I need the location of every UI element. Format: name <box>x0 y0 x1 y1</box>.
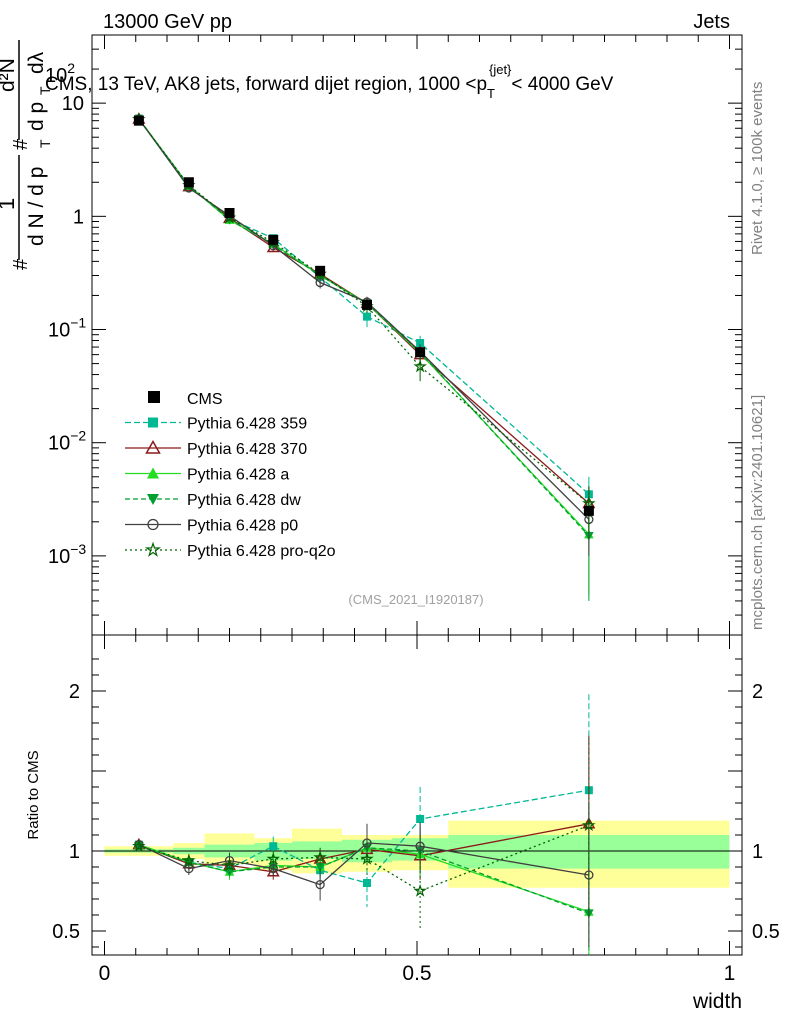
legend-marker-cms <box>148 391 160 403</box>
band-inner-4 <box>292 841 342 859</box>
legend-label-p359: Pythia 6.428 359 <box>187 416 307 433</box>
legend-marker-p359 <box>148 417 158 428</box>
ratio-ytick-label-right-1: 1 <box>752 841 763 863</box>
point-cms <box>583 505 594 516</box>
ylabel-den-2b: dλ <box>25 51 48 74</box>
ratio-point-pq2o <box>582 818 596 832</box>
main-panel: 10−3 10−2 10−1 1 10 102 <box>45 34 743 636</box>
mcplots-label: mcplots.cern.ch [arXiv:2401.10621] <box>749 395 766 630</box>
ratio-point-pdw <box>224 867 235 877</box>
analysis-watermark: (CMS_2021_I1920187) <box>348 592 483 607</box>
ratio-ytick-label-1: 1 <box>69 841 80 863</box>
ratio-panel: 0 0.5 1 0.5 0.5 1 1 2 2 <box>52 634 780 985</box>
ratio-point-p0 <box>362 838 372 848</box>
ratio-point-p359 <box>269 842 278 851</box>
x-axis-label: width <box>692 990 742 1013</box>
ylabel-hash-2: # <box>10 138 32 150</box>
point-cms <box>268 234 279 245</box>
ratio-point-pq2o <box>313 850 327 864</box>
ratio-xtick-label-1: 0.5 <box>402 962 431 985</box>
ratio-point-pq2o <box>132 839 146 852</box>
legend-label-p0: Pythia 6.428 p0 <box>187 518 298 535</box>
point-cms <box>415 347 426 358</box>
ratio-point-pq2o <box>413 883 427 897</box>
ylabel-den-2: d p <box>25 102 48 131</box>
ratio-line-p0 <box>138 842 590 886</box>
main-ylabel: # 1 d N / d p T # d²N d p T dλ <box>0 40 53 270</box>
ratio-line-pdw <box>138 845 590 915</box>
ratio-ytick-label-0: 0.5 <box>52 921 80 943</box>
title-sup: {jet} <box>489 62 512 77</box>
legend-marker-pq2o <box>144 541 162 557</box>
ratio-point-p0 <box>268 863 278 874</box>
title-suffix: < 4000 GeV <box>511 74 613 95</box>
legend-label-cms: CMS <box>187 391 223 408</box>
point-p359 <box>416 339 425 348</box>
main-ytick-label-3: 1 <box>73 206 84 228</box>
legend: CMS Pythia 6.428 359 Pythia 6.428 370 Pythi… <box>125 391 336 560</box>
ylabel-sub-2: T <box>37 86 53 95</box>
point-cms <box>183 177 194 188</box>
main-ytick-label-4: 10 <box>62 93 84 115</box>
ratio-ylabel: Ratio to CMS <box>25 750 42 839</box>
ratio-point-pq2o <box>222 858 237 872</box>
ratio-point-p0 <box>315 879 325 890</box>
point-cms <box>362 299 372 310</box>
main-ytick-label-0: 10−3 <box>48 541 86 568</box>
point-p359 <box>363 312 371 321</box>
series-p359 <box>134 114 593 522</box>
ratio-point-pq2o <box>182 853 196 867</box>
header-left: 13000 GeV pp <box>103 11 232 33</box>
ylabel-frac-1: 1 <box>0 198 19 210</box>
legend-label-pdw: Pythia 6.428 dw <box>187 492 301 509</box>
legend-marker-p0 <box>147 518 159 531</box>
ratio-point-pq2o <box>360 851 374 865</box>
ratio-point-pdw <box>315 863 325 872</box>
series-cms <box>133 115 594 516</box>
ratio-point-p0 <box>415 841 425 851</box>
ratio-point-p359 <box>363 879 371 887</box>
series-p0 <box>134 114 594 556</box>
ratio-ytick-label-2: 2 <box>69 681 80 703</box>
ylabel-den-1: d N / d p <box>25 167 48 246</box>
ylabel-sub-1: T <box>37 139 53 148</box>
point-cms <box>224 208 235 219</box>
point-pq2o <box>582 496 596 510</box>
main-ytick-label-top: 102 <box>45 60 75 87</box>
ylabel-hash-1: # <box>10 258 32 270</box>
legend-marker-p370 <box>145 439 161 454</box>
ratio-line-pq2o <box>138 824 590 892</box>
ylabel-num-2: d²N <box>0 58 19 92</box>
main-ytick-label-2: 10−1 <box>48 315 86 342</box>
title-sub: T <box>487 86 495 101</box>
legend-label-p370: Pythia 6.428 370 <box>187 441 307 458</box>
ratio-series-pq2o <box>132 737 596 931</box>
ratio-point-p359 <box>416 815 425 823</box>
title-prefix: CMS, 13 TeV, AK8 jets, forward dijet reg… <box>45 74 487 95</box>
rivet-label: Rivet 4.1.0, ≥ 100k events <box>749 82 766 255</box>
point-cms <box>315 265 326 276</box>
ratio-point-p0 <box>224 855 235 866</box>
legend-marker-pa <box>147 467 159 479</box>
plot-title: CMS, 13 TeV, AK8 jets, forward dijet reg… <box>45 62 614 101</box>
ratio-frame <box>91 634 743 956</box>
legend-marker-pdw <box>147 494 159 505</box>
legend-label-pa: Pythia 6.428 a <box>187 467 289 484</box>
ratio-xtick-label-0: 0 <box>99 962 111 985</box>
ratio-point-pq2o <box>266 851 281 865</box>
point-pq2o <box>413 359 427 373</box>
series-line-p0 <box>138 118 590 520</box>
ratio-xtick-label-2: 1 <box>724 962 736 985</box>
series-line-pq2o <box>138 118 590 505</box>
point-cms <box>133 115 144 126</box>
legend-label-pq2o: Pythia 6.428 pro-q2o <box>187 543 336 560</box>
main-ytick-label-1: 10−2 <box>48 428 86 455</box>
ratio-ytick-label-right-0: 0.5 <box>752 921 780 943</box>
header-right: Jets <box>693 11 730 33</box>
ratio-ytick-label-right-2: 2 <box>752 681 763 703</box>
